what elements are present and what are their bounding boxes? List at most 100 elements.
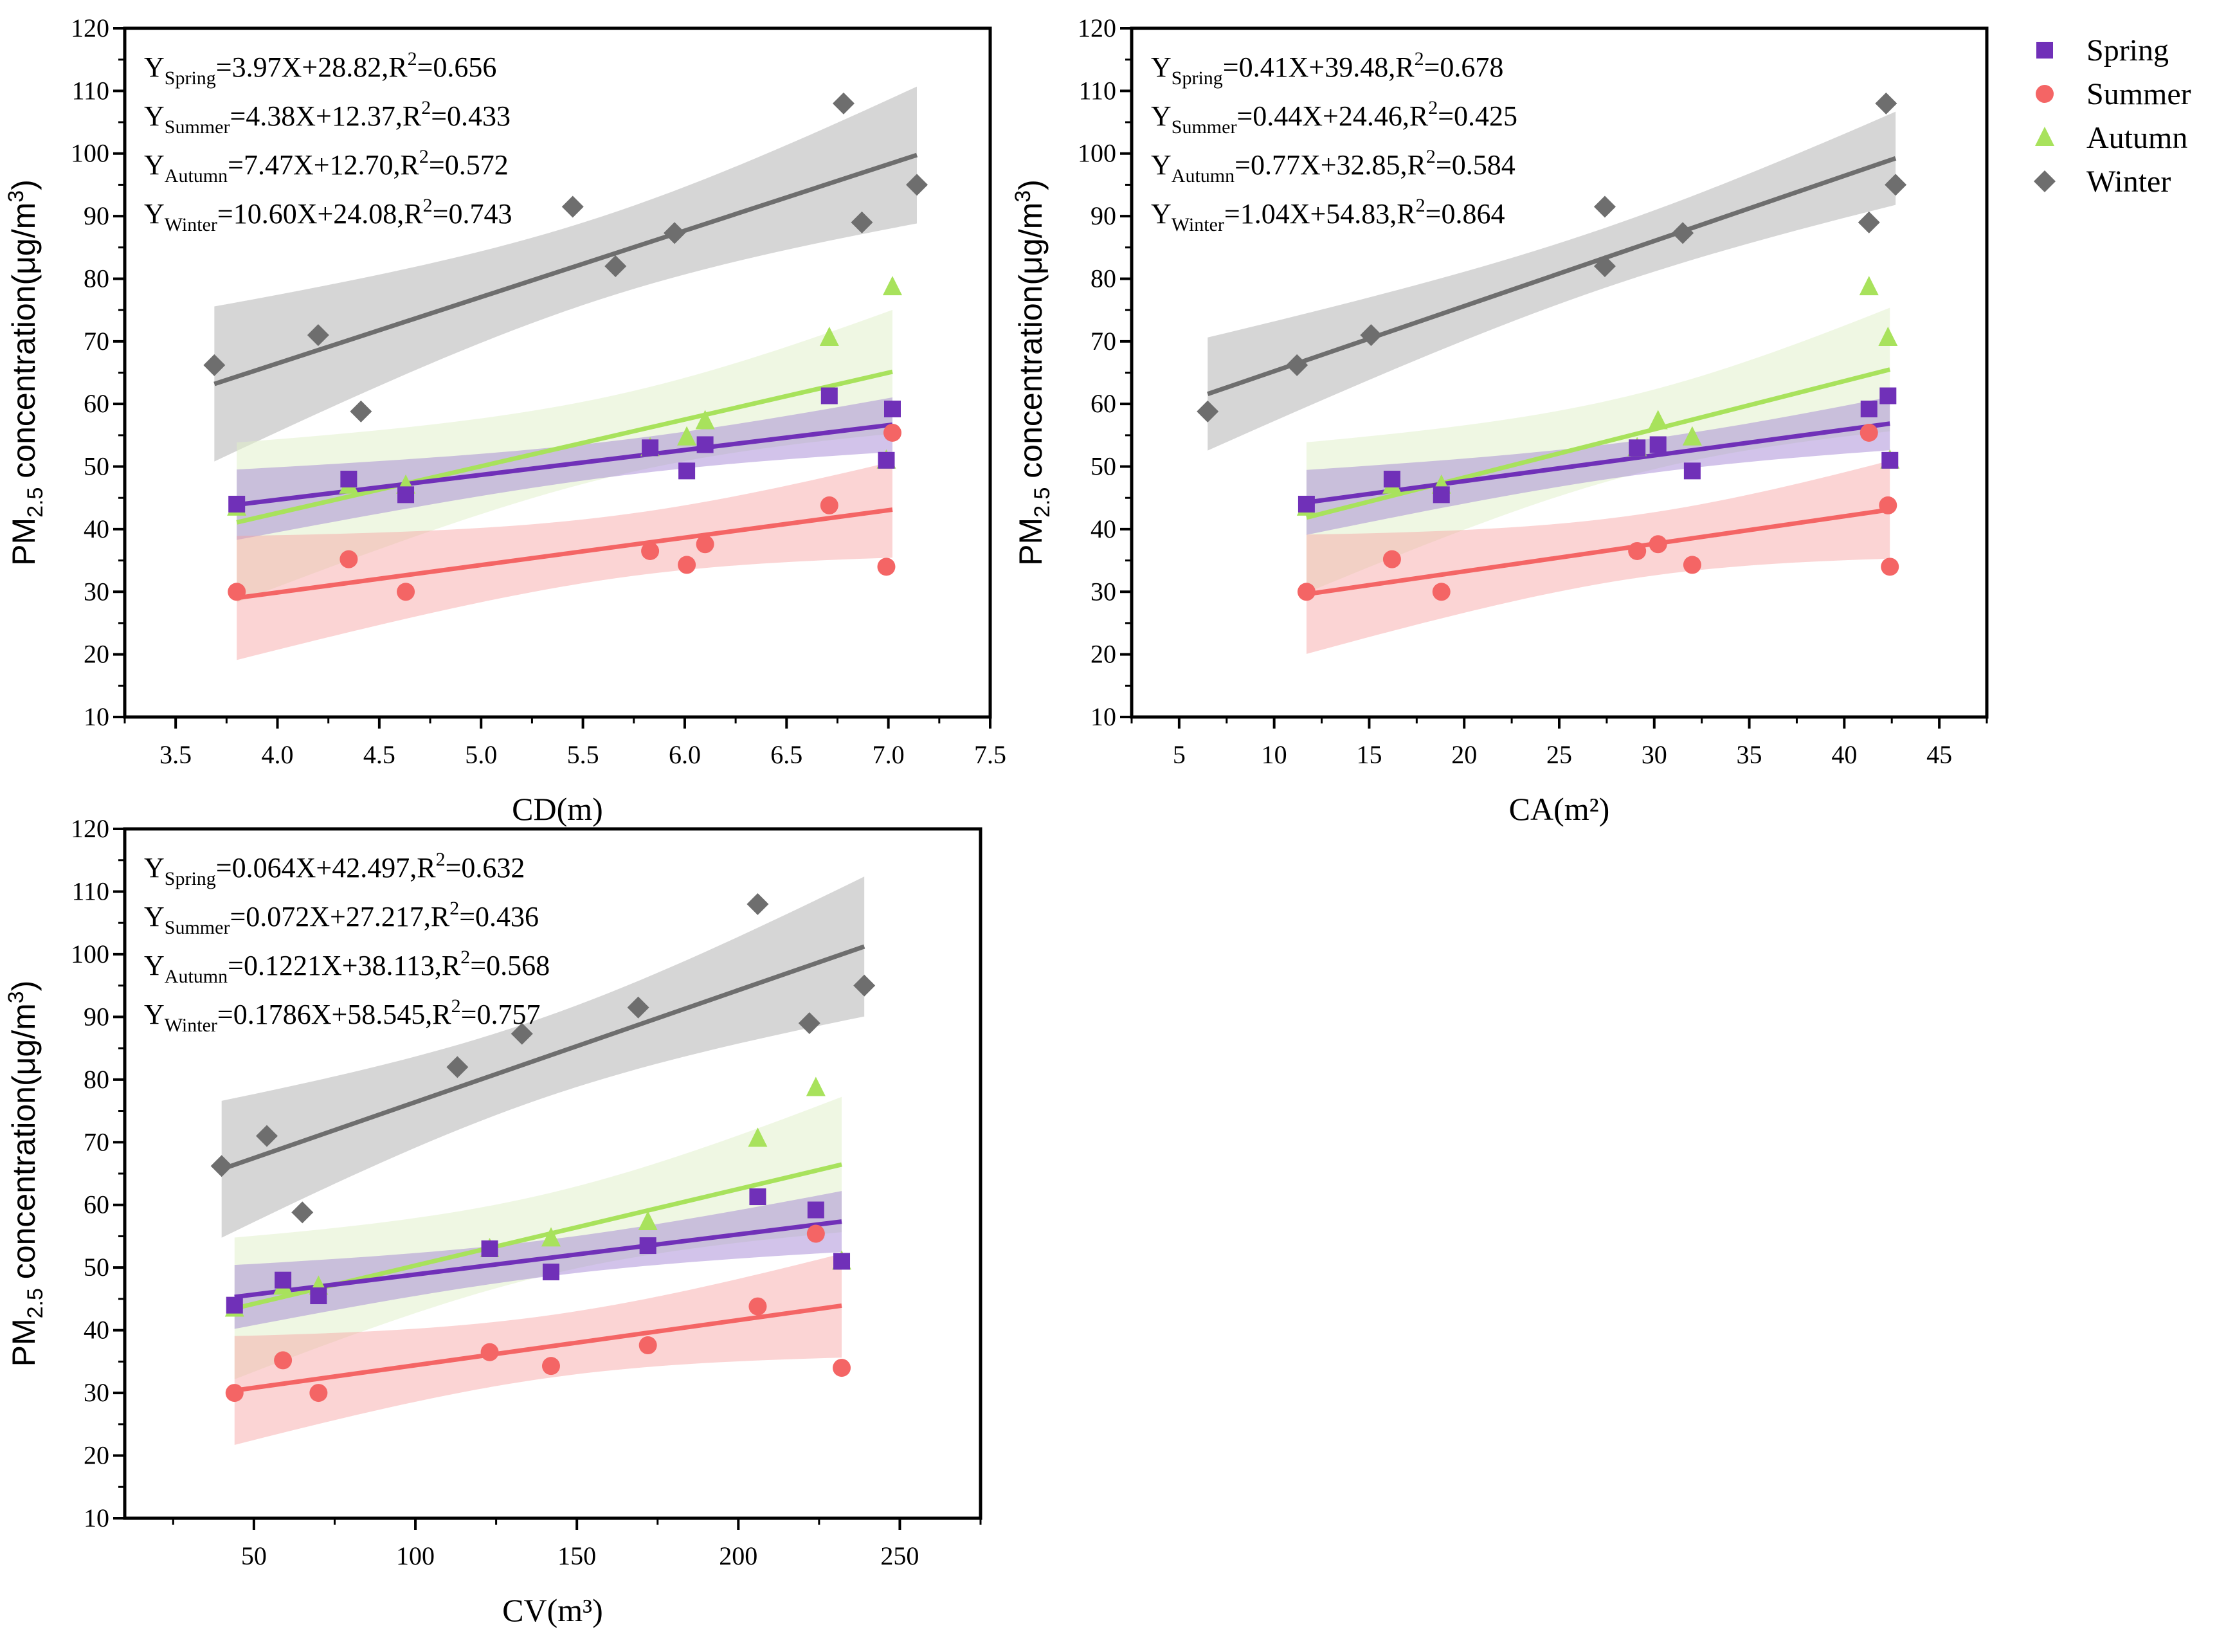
point-summer	[748, 1297, 767, 1316]
point-summer	[678, 556, 696, 574]
point-winter	[255, 1125, 278, 1147]
y-axis-title: PM2.5 concentration(μg/m3)	[1011, 179, 1054, 566]
y-tick-label: 20	[84, 640, 109, 669]
point-winter	[1593, 255, 1616, 277]
equation-autumn: YAutumn=7.47X+12.70,R2=0.572	[144, 146, 509, 186]
point-spring	[1649, 436, 1667, 453]
y-tick-label: 60	[84, 389, 109, 418]
fit-line-summer	[1306, 507, 1890, 597]
y-title-sup: 3	[4, 991, 28, 1003]
equation-spring: YSpring=0.064X+42.497,R2=0.632	[144, 849, 525, 889]
y-tick-label: 70	[84, 1127, 109, 1156]
y-tick-label: 30	[1090, 577, 1116, 606]
y-tick-label: 40	[84, 1316, 109, 1345]
y-tick-label: 120	[71, 14, 109, 42]
legend-item-autumn: Autumn	[2035, 121, 2187, 155]
y-tick-label: 10	[1090, 702, 1116, 731]
data-points	[1197, 92, 1907, 601]
x-tick-label: 35	[1737, 740, 1762, 769]
y-title-end: )	[1013, 179, 1049, 190]
confidence-bands	[214, 86, 917, 660]
y-tick-label: 20	[1090, 640, 1116, 669]
fit-line-spring	[1306, 421, 1890, 505]
fit-line-autumn	[236, 369, 893, 525]
point-spring	[481, 1240, 498, 1257]
y-tick-label: 40	[1090, 514, 1116, 543]
point-summer	[1860, 423, 1878, 442]
y-tick-label: 50	[84, 452, 109, 481]
y-tick-label: 100	[71, 939, 109, 968]
y-tick-label: 60	[1090, 389, 1116, 418]
point-spring	[275, 1271, 292, 1289]
fit-line-spring	[234, 1219, 842, 1300]
point-spring	[639, 1237, 656, 1255]
point-spring	[397, 486, 415, 504]
equation-summer: YSummer=4.38X+12.37,R2=0.433	[144, 97, 511, 138]
y-tick-label: 90	[1090, 201, 1116, 230]
legend-label: Autumn	[2086, 121, 2187, 155]
point-winter	[203, 354, 226, 376]
confidence-band-autumn	[1306, 307, 1890, 593]
point-autumn	[677, 426, 697, 446]
y-title-sub: 2.5	[1030, 487, 1054, 518]
y-axis-title: PM2.5 concentration(μg/m3)	[4, 981, 48, 1367]
y-tick-label: 50	[84, 1253, 109, 1282]
point-autumn	[1682, 426, 1702, 446]
point-spring	[1879, 387, 1897, 404]
y-tick-label: 100	[1078, 139, 1116, 168]
x-tick-label: 25	[1546, 740, 1572, 769]
y-tick-label: 30	[84, 577, 109, 606]
x-tick-label: 6.0	[669, 740, 701, 769]
legend-label: Winter	[2086, 165, 2171, 199]
legend-item-winter: Winter	[2034, 165, 2171, 199]
y-title-end: )	[6, 179, 42, 190]
y-tick-label: 70	[84, 327, 109, 356]
y-tick-label: 20	[84, 1441, 109, 1470]
fit-lines	[221, 944, 865, 1393]
point-winter	[851, 211, 873, 233]
point-summer	[641, 541, 660, 560]
equation-spring: YSpring=0.41X+39.48,R2=0.678	[1151, 48, 1503, 89]
point-spring	[696, 436, 714, 453]
y-tick-label: 80	[1090, 264, 1116, 293]
x-axis: 5 10 15 20 25 30 35 40 45	[1130, 717, 1988, 769]
point-winter	[561, 195, 584, 218]
x-tick-label: 4.0	[262, 740, 294, 769]
point-spring	[228, 495, 246, 513]
x-tick-label: 5	[1173, 740, 1186, 769]
x-tick-label: 250	[880, 1541, 919, 1570]
x-tick-label: 150	[557, 1541, 596, 1570]
y-title-rest: concentration(μg/m	[1013, 203, 1049, 487]
y-axis-title: PM2.5 concentration(μg/m3)	[4, 179, 48, 566]
confidence-bands	[1208, 111, 1896, 654]
point-winter	[1885, 174, 1907, 196]
fit-line-summer	[234, 1303, 842, 1393]
point-summer	[228, 583, 246, 601]
legend-item-spring: Spring	[2036, 33, 2169, 68]
point-winter	[1858, 211, 1880, 233]
equation-spring: YSpring=3.97X+28.82,R2=0.656	[144, 48, 496, 89]
point-winter	[1360, 324, 1382, 347]
fit-line-winter	[213, 152, 918, 386]
point-summer	[833, 1359, 851, 1377]
confidence-band-autumn	[237, 309, 892, 603]
point-summer	[225, 1384, 244, 1402]
point-summer	[274, 1351, 293, 1370]
regression-equations: YSpring=0.064X+42.497,R2=0.632 YSummer=0.…	[144, 849, 550, 1036]
legend-marker-triangle	[2035, 127, 2054, 146]
point-spring	[340, 471, 357, 488]
point-winter	[446, 1056, 469, 1078]
point-spring	[642, 439, 659, 457]
x-tick-label: 100	[396, 1541, 435, 1570]
point-summer	[1628, 541, 1647, 560]
x-tick-label: 7.5	[974, 740, 1006, 769]
regression-equations: YSpring=3.97X+28.82,R2=0.656 YSummer=4.38…	[144, 48, 512, 235]
point-spring	[1383, 471, 1400, 488]
point-autumn	[806, 1076, 826, 1096]
point-winter	[604, 255, 627, 277]
point-winter	[853, 974, 876, 997]
legend-marker-square	[2036, 42, 2053, 59]
point-summer	[1879, 496, 1897, 514]
x-tick-label: 45	[1926, 740, 1952, 769]
